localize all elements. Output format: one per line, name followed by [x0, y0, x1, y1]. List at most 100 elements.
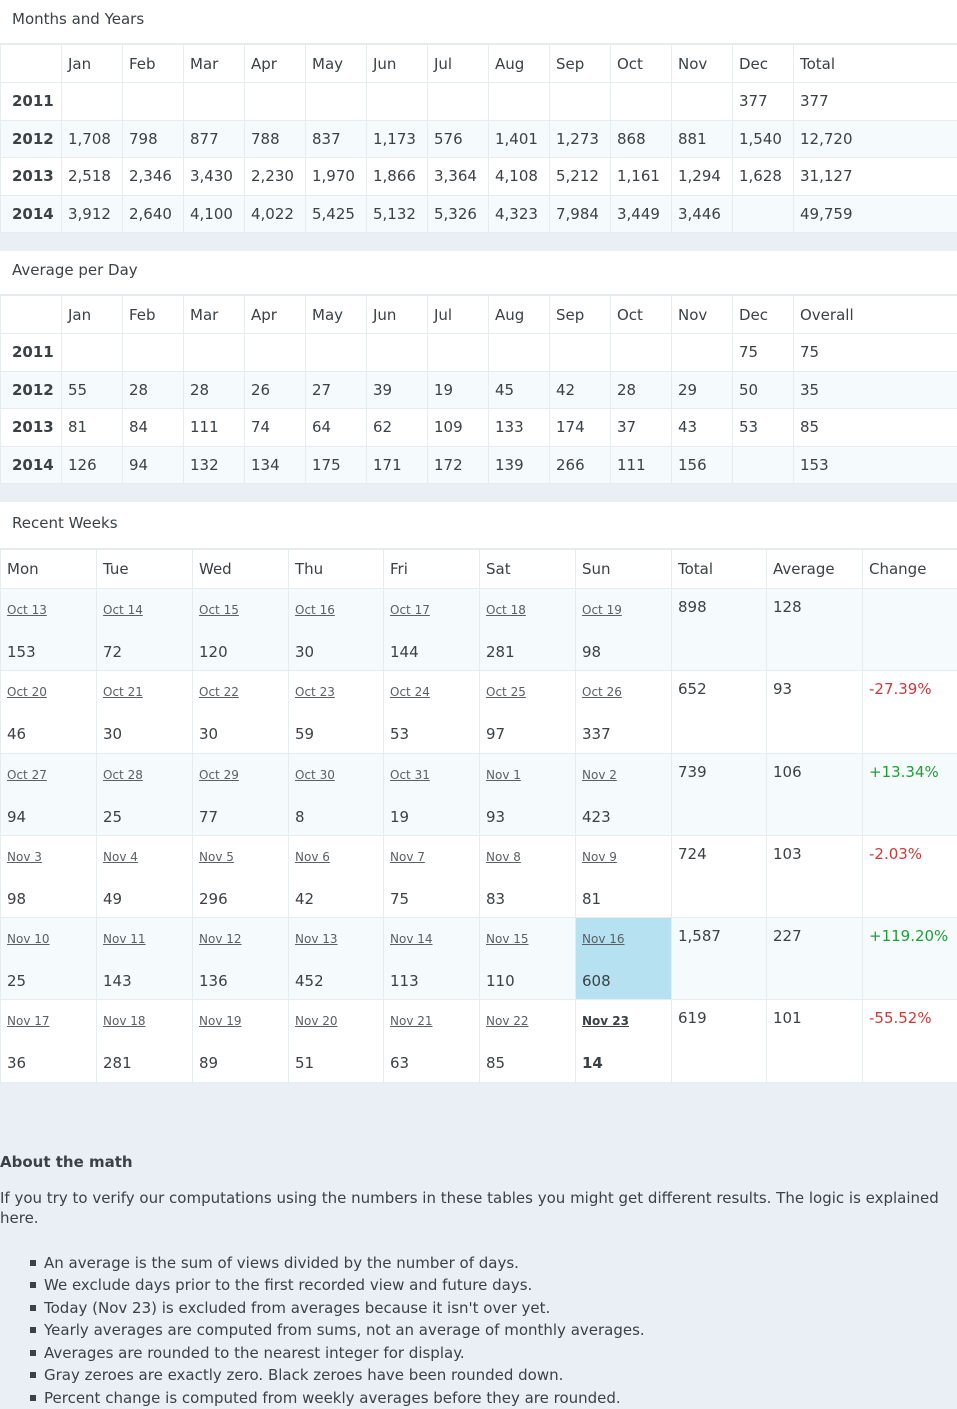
- day-date-link[interactable]: Oct 31: [390, 766, 479, 784]
- months-years-cell: 4,022: [245, 195, 306, 233]
- day-date-link[interactable]: Nov 20: [295, 1012, 383, 1030]
- avg-per-day-cell: 62: [367, 409, 428, 447]
- day-date-link[interactable]: Nov 8: [486, 848, 575, 866]
- day-views-value: 30: [103, 725, 192, 743]
- avg-per-day-year-label: 2011: [1, 334, 62, 372]
- day-date-link[interactable]: Nov 2: [582, 766, 671, 784]
- day-date-link[interactable]: Nov 21: [390, 1012, 479, 1030]
- week-average: 227: [767, 918, 863, 1000]
- day-cell: Oct 16 30: [289, 589, 384, 671]
- avg-per-day-cell: 171: [367, 446, 428, 484]
- day-date-link[interactable]: Nov 23: [582, 1012, 671, 1030]
- week-change: -2.03%: [863, 835, 957, 917]
- avg-per-day-cell: 50: [733, 371, 794, 409]
- months-years-cell: [733, 195, 794, 233]
- week-average: 93: [767, 671, 863, 753]
- day-views-value: 89: [199, 1054, 288, 1072]
- day-date-link[interactable]: Nov 5: [199, 848, 288, 866]
- day-date-link[interactable]: Oct 20: [7, 683, 96, 701]
- recent-weeks-col-header: Wed: [193, 550, 289, 589]
- day-views-value: 75: [390, 890, 479, 908]
- day-date-link[interactable]: Oct 30: [295, 766, 383, 784]
- about-math-bullet: Yearly averages are computed from sums, …: [28, 1319, 957, 1342]
- months-years-cell: [428, 83, 489, 121]
- avg-per-day-cell: 126: [62, 446, 123, 484]
- week-average-value: 106: [773, 763, 862, 781]
- day-date-link[interactable]: Nov 16: [582, 930, 671, 948]
- week-average-value: 101: [773, 1009, 862, 1027]
- day-date-link[interactable]: Nov 12: [199, 930, 288, 948]
- week-total-value: 724: [678, 845, 766, 863]
- day-date-link[interactable]: Oct 26: [582, 683, 671, 701]
- day-date-link[interactable]: Oct 21: [103, 683, 192, 701]
- day-date-link[interactable]: Nov 3: [7, 848, 96, 866]
- about-math-bullet: Today (Nov 23) is excluded from averages…: [28, 1297, 957, 1320]
- day-date-link[interactable]: Nov 15: [486, 930, 575, 948]
- day-date-link[interactable]: Oct 14: [103, 601, 192, 619]
- months-years-cell: 1,161: [611, 158, 672, 196]
- day-views-value: 30: [295, 643, 383, 661]
- day-cell: Oct 22 30: [193, 671, 289, 753]
- recent-weeks-col-header: Mon: [1, 550, 97, 589]
- about-math-intro: If you try to verify our computations us…: [0, 1188, 957, 1228]
- day-date-link[interactable]: Nov 7: [390, 848, 479, 866]
- day-date-link[interactable]: Oct 28: [103, 766, 192, 784]
- day-date-link[interactable]: Nov 11: [103, 930, 192, 948]
- day-date-link[interactable]: Nov 4: [103, 848, 192, 866]
- months-years-cell: 788: [245, 120, 306, 158]
- day-date-link[interactable]: Nov 17: [7, 1012, 96, 1030]
- months-years-cell: 1,708: [62, 120, 123, 158]
- day-date-link[interactable]: Oct 16: [295, 601, 383, 619]
- avg-per-day-col-header: Sep: [550, 296, 611, 334]
- day-date-link[interactable]: Oct 15: [199, 601, 288, 619]
- day-date-link[interactable]: Oct 22: [199, 683, 288, 701]
- week-average: 106: [767, 753, 863, 835]
- day-views-value: 30: [199, 725, 288, 743]
- day-date-link[interactable]: Oct 27: [7, 766, 96, 784]
- day-date-link[interactable]: Nov 6: [295, 848, 383, 866]
- months-years-cell: 5,425: [306, 195, 367, 233]
- day-date-link[interactable]: Nov 18: [103, 1012, 192, 1030]
- avg-per-day-cell: 175: [306, 446, 367, 484]
- day-date-link[interactable]: Nov 19: [199, 1012, 288, 1030]
- months-years-col-header: Oct: [611, 45, 672, 83]
- day-date-link[interactable]: Oct 18: [486, 601, 575, 619]
- avg-per-day-cell: 84: [123, 409, 184, 447]
- avg-per-day-cell: [306, 334, 367, 372]
- months-years-cell: 868: [611, 120, 672, 158]
- avg-per-day-col-header: [1, 296, 62, 334]
- day-date-link[interactable]: Oct 17: [390, 601, 479, 619]
- week-average-value: 103: [773, 845, 862, 863]
- day-views-value: 608: [582, 972, 671, 990]
- day-date-link[interactable]: Oct 23: [295, 683, 383, 701]
- day-date-link[interactable]: Nov 14: [390, 930, 479, 948]
- day-date-link[interactable]: Oct 19: [582, 601, 671, 619]
- day-views-value: 337: [582, 725, 671, 743]
- day-date-link[interactable]: Nov 13: [295, 930, 383, 948]
- day-date-link[interactable]: Oct 25: [486, 683, 575, 701]
- day-date-link[interactable]: Nov 10: [7, 930, 96, 948]
- months-years-year-label: 2012: [1, 120, 62, 158]
- day-date-link[interactable]: Oct 24: [390, 683, 479, 701]
- about-math-bullet: Percent change is computed from weekly a…: [28, 1387, 957, 1409]
- day-date-link[interactable]: Nov 1: [486, 766, 575, 784]
- week-change: -55.52%: [863, 1000, 957, 1082]
- months-years-col-header: Mar: [184, 45, 245, 83]
- avg-per-day-cell: 35: [794, 371, 957, 409]
- avg-per-day-cell: 43: [672, 409, 733, 447]
- months-years-cell: 3,430: [184, 158, 245, 196]
- day-date-link[interactable]: Nov 22: [486, 1012, 575, 1030]
- months-years-cell: 3,364: [428, 158, 489, 196]
- day-date-link[interactable]: Oct 29: [199, 766, 288, 784]
- day-views-value: 63: [390, 1054, 479, 1072]
- day-date-link[interactable]: Nov 9: [582, 848, 671, 866]
- about-math-bullet: Gray zeroes are exactly zero. Black zero…: [28, 1364, 957, 1387]
- day-date-link[interactable]: Oct 13: [7, 601, 96, 619]
- months-years-col-header: Dec: [733, 45, 794, 83]
